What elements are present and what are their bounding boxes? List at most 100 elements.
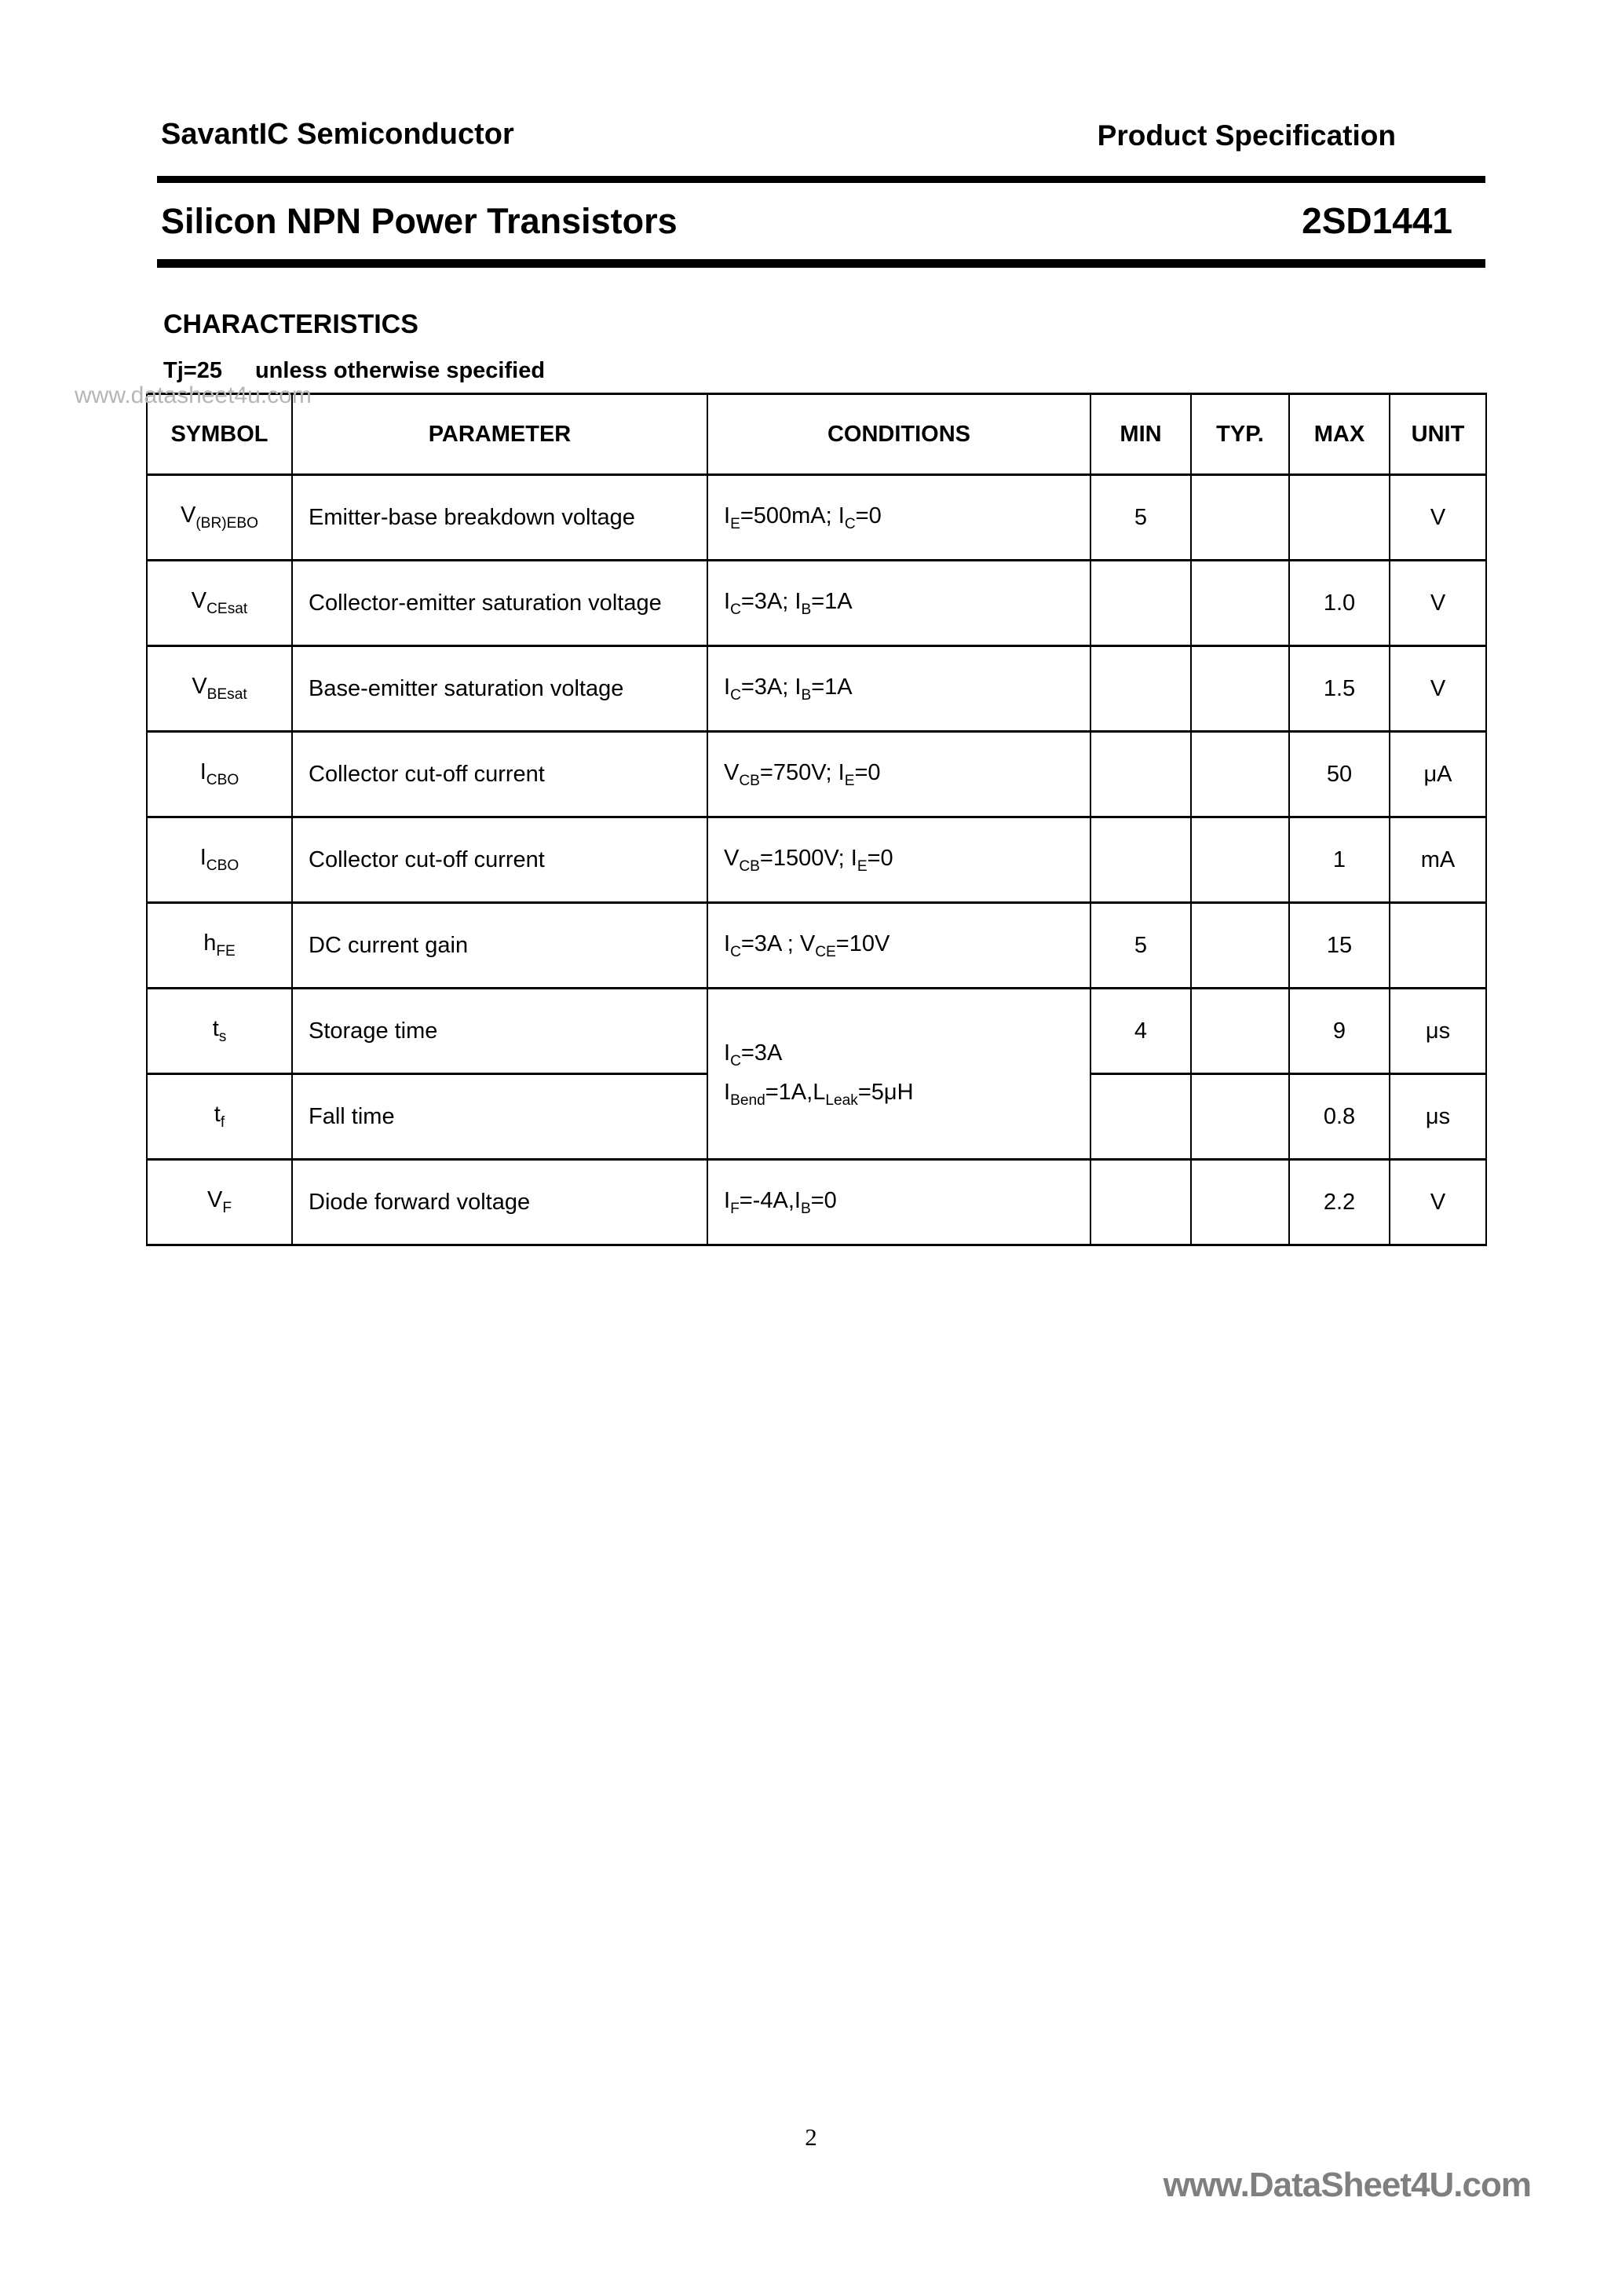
column-header-min: MIN bbox=[1090, 393, 1192, 476]
conditions-cell: VCB=750V; IE=0 bbox=[707, 730, 1091, 818]
unit-cell: μs bbox=[1389, 1073, 1487, 1161]
document-type: Product Specification bbox=[1097, 119, 1396, 152]
column-header-parameter: PARAMETER bbox=[291, 393, 708, 476]
conditions-cell: VCB=1500V; IE=0 bbox=[707, 816, 1091, 904]
parameter-cell: DC current gain bbox=[291, 901, 708, 989]
max-cell: 15 bbox=[1288, 901, 1390, 989]
max-cell bbox=[1288, 473, 1390, 561]
column-header-unit: UNIT bbox=[1389, 393, 1487, 476]
min-cell: 4 bbox=[1090, 987, 1192, 1075]
table-row: VBEsat Base-emitter saturation voltage IC=… bbox=[146, 645, 1487, 733]
conditions-line: IC=3A; IB=1A bbox=[724, 675, 853, 704]
typ-cell bbox=[1190, 559, 1290, 647]
unit-cell: μs bbox=[1389, 987, 1487, 1075]
unit-cell: mA bbox=[1389, 816, 1487, 904]
symbol-cell: VF bbox=[146, 1158, 293, 1246]
conditions-line: IC=3A; IB=1A bbox=[724, 589, 853, 619]
header-rule-bottom bbox=[157, 259, 1485, 268]
conditions-line: IE=500mA; IC=0 bbox=[724, 503, 882, 533]
table-row: hFE DC current gain IC=3A ; VCE=10V 5 15 bbox=[146, 901, 1487, 989]
max-cell: 50 bbox=[1288, 730, 1390, 818]
symbol-cell: ICBO bbox=[146, 730, 293, 818]
typ-cell bbox=[1190, 987, 1290, 1075]
parameter-cell: Collector cut-off current bbox=[291, 816, 708, 904]
unit-cell: V bbox=[1389, 645, 1487, 733]
conditions-cell: IC=3A; IB=1A bbox=[707, 559, 1091, 647]
vendor-name: SavantIC Semiconductor bbox=[161, 118, 514, 151]
conditions-line: IC=3A bbox=[724, 1040, 783, 1069]
symbol-cell: V(BR)EBO bbox=[146, 473, 293, 561]
watermark-top: www.datasheet4u.com bbox=[75, 382, 312, 408]
test-condition-temp: Tj=25 bbox=[163, 358, 222, 383]
parameter-cell: Storage time bbox=[291, 987, 708, 1075]
conditions-line: IC=3A ; VCE=10V bbox=[724, 931, 890, 961]
conditions-line: IBend=1A,LLeak=5μH bbox=[724, 1079, 914, 1109]
table-row: ICBO Collector cut-off current VCB=1500V; … bbox=[146, 816, 1487, 904]
characteristics-table-body: V(BR)EBO Emitter-base breakdown voltage IE… bbox=[146, 473, 1487, 1246]
symbol-cell: VCEsat bbox=[146, 559, 293, 647]
column-header-symbol: SYMBOL bbox=[146, 393, 293, 476]
max-cell: 1.0 bbox=[1288, 559, 1390, 647]
table-row: tf Fall time 0.8 μs bbox=[146, 1073, 1487, 1161]
conditions-cell: IF=-4A,IB=0 bbox=[707, 1158, 1091, 1246]
max-cell: 2.2 bbox=[1288, 1158, 1390, 1246]
conditions-line: VCB=1500V; IE=0 bbox=[724, 846, 893, 876]
characteristics-table: SYMBOL PARAMETER CONDITIONS MIN TYP. MAX… bbox=[146, 393, 1487, 1246]
parameter-cell: Base-emitter saturation voltage bbox=[291, 645, 708, 733]
table-row: V(BR)EBO Emitter-base breakdown voltage IE… bbox=[146, 473, 1487, 561]
table-row: VCEsat Collector-emitter saturation volta… bbox=[146, 559, 1487, 647]
max-cell: 9 bbox=[1288, 987, 1390, 1075]
page-title: Silicon NPN Power Transistors bbox=[161, 201, 678, 241]
min-cell bbox=[1090, 816, 1192, 904]
typ-cell bbox=[1190, 473, 1290, 561]
unit-cell bbox=[1389, 901, 1487, 989]
table-row: ICBO Collector cut-off current VCB=750V; I… bbox=[146, 730, 1487, 818]
conditions-cell: IC=3A; IB=1A bbox=[707, 645, 1091, 733]
unit-cell: V bbox=[1389, 1158, 1487, 1246]
typ-cell bbox=[1190, 1073, 1290, 1161]
conditions-cell: IC=3A IBend=1A,LLeak=5μH bbox=[707, 987, 1091, 1161]
min-cell bbox=[1090, 1158, 1192, 1246]
typ-cell bbox=[1190, 730, 1290, 818]
header-rule-top bbox=[157, 176, 1485, 183]
parameter-cell: Collector cut-off current bbox=[291, 730, 708, 818]
symbol-cell: tf bbox=[146, 1073, 293, 1161]
conditions-cell: IC=3A ; VCE=10V bbox=[707, 901, 1091, 989]
typ-cell bbox=[1190, 901, 1290, 989]
test-condition-note: Tj=25 unless otherwise specified bbox=[163, 358, 545, 384]
symbol-cell: VBEsat bbox=[146, 645, 293, 733]
max-cell: 1 bbox=[1288, 816, 1390, 904]
test-condition-text: unless otherwise specified bbox=[254, 358, 546, 383]
table-row: ts Storage time IC=3A IBend=1A,LLeak=5μH 4 9 μ… bbox=[146, 987, 1487, 1161]
max-cell: 1.5 bbox=[1288, 645, 1390, 733]
unit-cell: V bbox=[1389, 559, 1487, 647]
conditions-line: IF=-4A,IB=0 bbox=[724, 1188, 837, 1218]
table-row: VF Diode forward voltage IF=-4A,IB=0 2.2 V bbox=[146, 1158, 1487, 1246]
unit-cell: μA bbox=[1389, 730, 1487, 818]
column-header-max: MAX bbox=[1288, 393, 1390, 476]
max-cell: 0.8 bbox=[1288, 1073, 1390, 1161]
parameter-cell: Emitter-base breakdown voltage bbox=[291, 473, 708, 561]
column-header-conditions: CONDITIONS bbox=[707, 393, 1091, 476]
table-header-row: SYMBOL PARAMETER CONDITIONS MIN TYP. MAX… bbox=[146, 393, 1487, 476]
page-number: 2 bbox=[805, 2123, 817, 2151]
min-cell bbox=[1090, 730, 1192, 818]
min-cell: 5 bbox=[1090, 473, 1192, 561]
min-cell bbox=[1090, 645, 1192, 733]
symbol-cell: ICBO bbox=[146, 816, 293, 904]
conditions-cell: IE=500mA; IC=0 bbox=[707, 473, 1091, 561]
conditions-line: VCB=750V; IE=0 bbox=[724, 760, 881, 790]
part-number: 2SD1441 bbox=[1302, 200, 1452, 241]
typ-cell bbox=[1190, 1158, 1290, 1246]
parameter-cell: Diode forward voltage bbox=[291, 1158, 708, 1246]
parameter-cell: Collector-emitter saturation voltage bbox=[291, 559, 708, 647]
typ-cell bbox=[1190, 645, 1290, 733]
column-header-typ: TYP. bbox=[1190, 393, 1290, 476]
typ-cell bbox=[1190, 816, 1290, 904]
unit-cell: V bbox=[1389, 473, 1487, 561]
min-cell bbox=[1090, 559, 1192, 647]
min-cell bbox=[1090, 1073, 1192, 1161]
section-heading: CHARACTERISTICS bbox=[163, 309, 418, 339]
min-cell: 5 bbox=[1090, 901, 1192, 989]
